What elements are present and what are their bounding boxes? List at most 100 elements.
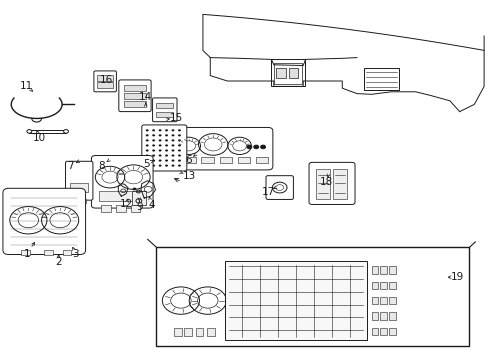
Circle shape [145, 154, 148, 157]
Bar [156, 103, 173, 108]
Circle shape [152, 144, 155, 147]
Circle shape [171, 134, 174, 136]
Bar [183, 157, 195, 163]
FancyBboxPatch shape [65, 161, 93, 200]
Bar [371, 312, 378, 320]
Text: 9: 9 [136, 202, 142, 212]
FancyBboxPatch shape [142, 125, 186, 171]
Circle shape [158, 159, 161, 162]
Circle shape [165, 165, 168, 167]
Bar [275, 68, 285, 78]
Bar [116, 205, 125, 212]
Bar [333, 169, 346, 199]
Bar [44, 250, 53, 255]
Bar [388, 266, 395, 274]
Bar [315, 169, 329, 199]
Circle shape [158, 139, 161, 141]
Bar [170, 155, 176, 159]
Bar [371, 328, 378, 335]
Bar [388, 328, 395, 335]
Circle shape [158, 129, 161, 131]
Circle shape [27, 130, 32, 133]
Text: 11: 11 [20, 81, 34, 91]
Text: 8: 8 [98, 161, 105, 171]
Bar [62, 250, 71, 255]
Bar [380, 282, 386, 289]
Circle shape [178, 149, 181, 152]
Bar [97, 75, 113, 81]
Circle shape [145, 149, 148, 152]
Circle shape [165, 144, 168, 147]
Circle shape [152, 134, 155, 136]
Bar [170, 144, 176, 148]
Bar [388, 297, 395, 304]
Circle shape [158, 165, 161, 167]
Bar [123, 85, 146, 91]
Circle shape [158, 149, 161, 152]
Circle shape [171, 139, 174, 141]
Circle shape [171, 159, 174, 162]
Text: 4: 4 [148, 200, 155, 210]
Bar [207, 328, 215, 336]
Circle shape [132, 188, 136, 190]
Bar [201, 157, 213, 163]
Circle shape [152, 149, 155, 152]
Bar [71, 199, 86, 203]
Circle shape [145, 159, 148, 162]
Bar [288, 68, 298, 78]
Bar [99, 191, 145, 201]
Bar [388, 282, 395, 289]
Text: 16: 16 [100, 75, 113, 85]
Circle shape [165, 149, 168, 152]
FancyBboxPatch shape [308, 162, 354, 204]
Circle shape [152, 154, 155, 157]
Bar [101, 205, 111, 212]
Bar [224, 261, 366, 340]
Bar [195, 328, 203, 336]
Circle shape [165, 139, 168, 141]
Bar [255, 157, 267, 163]
Bar [271, 59, 304, 86]
FancyBboxPatch shape [3, 188, 85, 255]
Text: 6: 6 [184, 155, 191, 165]
Circle shape [178, 139, 181, 141]
Bar [371, 297, 378, 304]
Bar [371, 266, 378, 274]
Text: 19: 19 [449, 272, 463, 282]
Bar [380, 312, 386, 320]
Bar [156, 247, 468, 346]
Bar [364, 68, 398, 90]
Circle shape [171, 165, 174, 167]
Circle shape [260, 145, 265, 149]
Circle shape [152, 159, 155, 162]
Circle shape [253, 145, 258, 149]
Bar [156, 112, 173, 117]
Circle shape [178, 154, 181, 157]
Circle shape [145, 134, 148, 136]
FancyBboxPatch shape [265, 176, 293, 199]
Circle shape [145, 139, 148, 141]
Text: 12: 12 [119, 199, 133, 210]
Circle shape [165, 154, 168, 157]
Bar [70, 183, 87, 192]
Bar [380, 328, 386, 335]
Bar [237, 157, 249, 163]
Bar [130, 205, 140, 212]
Circle shape [158, 144, 161, 147]
FancyBboxPatch shape [152, 98, 177, 122]
Text: 7: 7 [66, 161, 73, 171]
FancyBboxPatch shape [119, 80, 151, 112]
Circle shape [246, 145, 251, 149]
Text: 17: 17 [261, 186, 274, 197]
Text: 13: 13 [183, 171, 196, 181]
Bar [219, 157, 231, 163]
Text: 15: 15 [169, 113, 183, 123]
Circle shape [178, 144, 181, 147]
FancyBboxPatch shape [94, 71, 116, 92]
Text: 18: 18 [319, 177, 333, 187]
Bar [380, 297, 386, 304]
Circle shape [171, 129, 174, 131]
Circle shape [165, 159, 168, 162]
Circle shape [165, 129, 168, 131]
Circle shape [145, 165, 148, 167]
